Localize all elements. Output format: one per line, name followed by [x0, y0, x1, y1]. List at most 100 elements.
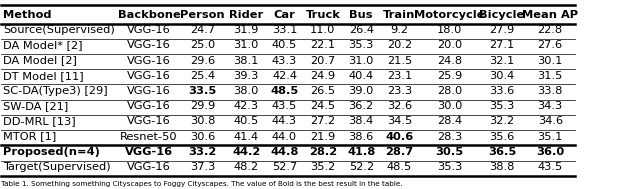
Text: 48.5: 48.5	[387, 162, 412, 172]
Text: VGG-16: VGG-16	[127, 86, 171, 96]
Text: 40.4: 40.4	[349, 71, 374, 81]
Text: 20.2: 20.2	[387, 40, 412, 50]
Text: Target(Supervised): Target(Supervised)	[3, 162, 111, 172]
Text: VGG-16: VGG-16	[127, 101, 171, 111]
Text: 30.0: 30.0	[437, 101, 462, 111]
Text: VGG-16: VGG-16	[127, 25, 171, 35]
Text: Car: Car	[274, 10, 296, 20]
Text: 32.1: 32.1	[490, 56, 515, 66]
Text: 34.3: 34.3	[538, 101, 563, 111]
Text: 25.9: 25.9	[437, 71, 462, 81]
Text: 27.2: 27.2	[310, 116, 335, 126]
Text: MTOR [1]: MTOR [1]	[3, 132, 56, 142]
Text: 31.0: 31.0	[234, 40, 259, 50]
Text: Person: Person	[180, 10, 225, 20]
Text: 26.4: 26.4	[349, 25, 374, 35]
Text: 52.7: 52.7	[272, 162, 297, 172]
Text: 25.4: 25.4	[190, 71, 215, 81]
Text: 27.1: 27.1	[490, 40, 515, 50]
Text: 35.6: 35.6	[490, 132, 515, 142]
Text: 44.8: 44.8	[270, 147, 299, 157]
Text: 22.8: 22.8	[538, 25, 563, 35]
Text: Table 1. Something something Cityscapes to Foggy Cityscapes. The value of Bold i: Table 1. Something something Cityscapes …	[1, 181, 403, 187]
Text: 52.2: 52.2	[349, 162, 374, 172]
Text: 40.5: 40.5	[234, 116, 259, 126]
Text: 26.5: 26.5	[310, 86, 335, 96]
Text: 30.4: 30.4	[490, 71, 515, 81]
Text: DA Model* [2]: DA Model* [2]	[3, 40, 83, 50]
Text: Method: Method	[3, 10, 52, 20]
Text: Source(Supervised): Source(Supervised)	[3, 25, 115, 35]
Text: 37.3: 37.3	[190, 162, 215, 172]
Text: Bicycle: Bicycle	[479, 10, 525, 20]
Text: 29.6: 29.6	[190, 56, 215, 66]
Text: 48.2: 48.2	[234, 162, 259, 172]
Text: 22.1: 22.1	[310, 40, 335, 50]
Text: 33.5: 33.5	[188, 86, 216, 96]
Text: 43.5: 43.5	[272, 101, 297, 111]
Text: 44.3: 44.3	[272, 116, 297, 126]
Text: 27.6: 27.6	[538, 40, 563, 50]
Text: 9.2: 9.2	[390, 25, 408, 35]
Text: VGG-16: VGG-16	[127, 71, 171, 81]
Text: 33.2: 33.2	[188, 147, 216, 157]
Text: Proposed(n=4): Proposed(n=4)	[3, 147, 100, 157]
Text: 33.6: 33.6	[490, 86, 515, 96]
Text: 25.0: 25.0	[190, 40, 215, 50]
Text: 42.4: 42.4	[272, 71, 297, 81]
Text: VGG-16: VGG-16	[127, 56, 171, 66]
Text: 24.5: 24.5	[310, 101, 335, 111]
Text: 28.4: 28.4	[437, 116, 462, 126]
Text: 42.3: 42.3	[234, 101, 259, 111]
Text: VGG-16: VGG-16	[127, 116, 171, 126]
Text: 43.3: 43.3	[272, 56, 297, 66]
Text: 30.8: 30.8	[190, 116, 215, 126]
Text: DA Model [2]: DA Model [2]	[3, 56, 77, 66]
Text: 44.0: 44.0	[272, 132, 297, 142]
Text: 34.5: 34.5	[387, 116, 412, 126]
Text: 20.0: 20.0	[437, 40, 462, 50]
Text: 39.3: 39.3	[234, 71, 259, 81]
Text: Mean AP: Mean AP	[522, 10, 579, 20]
Text: SW-DA [21]: SW-DA [21]	[3, 101, 68, 111]
Text: 35.3: 35.3	[349, 40, 374, 50]
Text: 28.2: 28.2	[309, 147, 337, 157]
Text: 24.7: 24.7	[190, 25, 215, 35]
Text: 40.6: 40.6	[385, 132, 413, 142]
Text: 21.5: 21.5	[387, 56, 412, 66]
Text: 28.3: 28.3	[437, 132, 462, 142]
Text: 30.6: 30.6	[190, 132, 215, 142]
Text: 28.7: 28.7	[385, 147, 413, 157]
Text: SC-DA(Type3) [29]: SC-DA(Type3) [29]	[3, 86, 108, 96]
Text: 36.2: 36.2	[349, 101, 374, 111]
Text: VGG-16: VGG-16	[127, 40, 171, 50]
Text: 38.1: 38.1	[234, 56, 259, 66]
Text: 30.5: 30.5	[436, 147, 464, 157]
Text: 48.5: 48.5	[271, 86, 299, 96]
Text: 20.7: 20.7	[310, 56, 335, 66]
Text: 38.6: 38.6	[349, 132, 374, 142]
Text: DD-MRL [13]: DD-MRL [13]	[3, 116, 76, 126]
Text: 24.9: 24.9	[310, 71, 335, 81]
Text: 18.0: 18.0	[437, 25, 462, 35]
Text: 38.0: 38.0	[234, 86, 259, 96]
Text: 35.1: 35.1	[538, 132, 563, 142]
Text: 28.0: 28.0	[437, 86, 462, 96]
Text: VGG-16: VGG-16	[127, 162, 171, 172]
Text: 31.9: 31.9	[234, 25, 259, 35]
Text: 41.4: 41.4	[234, 132, 259, 142]
Text: 31.0: 31.0	[349, 56, 374, 66]
Text: 34.6: 34.6	[538, 116, 563, 126]
Text: 33.1: 33.1	[272, 25, 297, 35]
Text: 27.9: 27.9	[490, 25, 515, 35]
Text: 32.6: 32.6	[387, 101, 412, 111]
Text: 38.4: 38.4	[349, 116, 374, 126]
Text: DT Model [11]: DT Model [11]	[3, 71, 84, 81]
Text: Resnet-50: Resnet-50	[120, 132, 178, 142]
Text: 33.8: 33.8	[538, 86, 563, 96]
Text: 23.3: 23.3	[387, 86, 412, 96]
Text: 44.2: 44.2	[232, 147, 260, 157]
Text: Motorcycle: Motorcycle	[414, 10, 485, 20]
Text: Bus: Bus	[349, 10, 373, 20]
Text: 38.8: 38.8	[490, 162, 515, 172]
